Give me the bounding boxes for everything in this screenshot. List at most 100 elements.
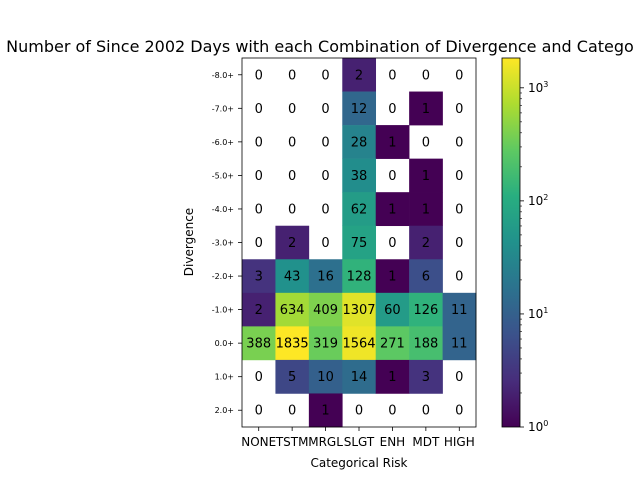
cell-value-label: 188	[413, 337, 438, 352]
x-tick-label: ENH	[380, 435, 406, 449]
y-tick-label: -2.0+	[212, 272, 234, 281]
x-tick-label: SLGT	[344, 435, 375, 449]
cell-value-label: 3	[422, 370, 430, 385]
cell-value-label: 1835	[276, 337, 309, 352]
cell-value-label: 1	[388, 202, 396, 217]
cell-value-label: 0	[388, 68, 396, 83]
heatmap-cell	[342, 125, 377, 159]
cell-value-label: 11	[451, 337, 468, 352]
heatmap-cell	[409, 158, 443, 193]
y-tick-label: -4.0+	[212, 205, 234, 214]
heatmap-cell	[242, 292, 276, 327]
cell-value-label: 0	[255, 169, 263, 184]
cell-value-label: 0	[455, 236, 463, 251]
cell-value-label: 128	[347, 270, 372, 285]
y-tick-label: -1.0+	[212, 306, 234, 315]
heatmap-cell	[375, 326, 410, 361]
cell-value-labels: 0 0 0 2 0 0 00 0 0 12 0 1 00 0 0 28 1 0 00 0 0 38 0 1 00 0 0 62 1 1 00…	[246, 68, 467, 418]
heatmap-cell	[308, 292, 343, 327]
heatmap-cell	[342, 292, 377, 327]
y-tick-label: -3.0+	[212, 239, 234, 248]
cell-value-label: 0	[288, 102, 296, 117]
heatmap-cell	[275, 292, 310, 327]
cell-value-label: 0	[321, 102, 329, 117]
cell-value-label: 0	[321, 135, 329, 150]
heatmap-cell	[275, 225, 310, 260]
chart-title: Number of Since 2002 Days with each Comb…	[6, 37, 634, 56]
cell-value-label: 2	[355, 68, 363, 83]
heatmap-cell	[342, 192, 377, 227]
cell-value-label: 0	[455, 135, 463, 150]
x-tick-label: TSTM	[275, 435, 309, 449]
cell-value-label: 634	[280, 303, 305, 318]
heatmap-cell	[275, 359, 310, 394]
heatmap-cell	[442, 326, 477, 361]
heatmap-cell	[342, 359, 377, 394]
x-axis-label: Categorical Risk	[310, 456, 407, 470]
heatmap-cell	[409, 225, 443, 260]
cell-value-label: 0	[455, 202, 463, 217]
heatmap-cell	[409, 326, 443, 361]
colorbar-tick-label: 100	[528, 419, 548, 434]
y-tick-label: -8.0+	[212, 71, 234, 80]
colorbar-ticks: 100 101 102 103	[520, 80, 548, 434]
cell-value-label: 3	[255, 270, 263, 285]
cell-value-label: 0	[455, 270, 463, 285]
colorbar-tick-label: 102	[528, 193, 548, 208]
cell-value-label: 2	[288, 236, 296, 251]
cell-value-label: 60	[384, 303, 401, 318]
cell-value-label: 0	[455, 169, 463, 184]
y-tick-label: -6.0+	[212, 138, 234, 147]
cell-value-label: 0	[321, 236, 329, 251]
heatmap-cell	[342, 225, 377, 260]
cell-value-label: 1	[388, 270, 396, 285]
cell-value-label: 43	[284, 270, 301, 285]
heatmap-cell	[409, 292, 443, 327]
heatmap-cell	[375, 259, 410, 294]
y-tick-label: 0.0+	[215, 339, 234, 348]
x-tick-label: MDT	[412, 435, 440, 449]
cell-value-label: 1	[388, 135, 396, 150]
heatmap-cells	[242, 58, 477, 428]
cell-value-label: 1	[422, 102, 430, 117]
heatmap-cell	[409, 91, 443, 126]
heatmap-cell	[375, 125, 410, 159]
y-axis-label: Divergence	[182, 208, 196, 276]
heatmap-cell	[342, 259, 377, 294]
heatmap-cell	[308, 359, 343, 394]
x-tick-label: NONE	[241, 435, 276, 449]
cell-value-label: 0	[388, 236, 396, 251]
heatmap-cell	[375, 292, 410, 327]
cell-value-label: 1	[388, 370, 396, 385]
cell-value-label: 0	[255, 236, 263, 251]
heatmap-cell	[375, 359, 410, 394]
cell-value-label: 0	[321, 202, 329, 217]
y-tick-label: -7.0+	[212, 104, 234, 113]
heatmap-cell	[375, 192, 410, 227]
heatmap-cell	[342, 158, 377, 193]
heatmap-cell	[308, 393, 343, 428]
cell-value-label: 0	[255, 404, 263, 419]
cell-value-label: 271	[380, 337, 405, 352]
x-tick-label: MRGL	[308, 435, 343, 449]
cell-value-label: 2	[255, 303, 263, 318]
cell-value-label: 28	[351, 135, 368, 150]
cell-value-label: 0	[288, 169, 296, 184]
cell-value-label: 0	[422, 68, 430, 83]
cell-value-label: 1	[422, 202, 430, 217]
cell-value-label: 0	[388, 404, 396, 419]
cell-value-label: 0	[422, 135, 430, 150]
x-axis-ticks: NONE TSTM MRGL SLGT ENH MDT HIGH	[241, 427, 475, 449]
cell-value-label: 0	[255, 68, 263, 83]
colorbar-tick-label: 103	[528, 80, 548, 95]
cell-value-label: 12	[351, 102, 368, 117]
cell-value-label: 0	[288, 202, 296, 217]
cell-value-label: 0	[288, 68, 296, 83]
cell-value-label: 62	[351, 202, 368, 217]
cell-value-label: 409	[313, 303, 338, 318]
cell-value-label: 1	[321, 404, 329, 419]
cell-value-label: 0	[321, 68, 329, 83]
heatmap-cell	[409, 359, 443, 394]
heatmap-cell	[308, 326, 343, 361]
